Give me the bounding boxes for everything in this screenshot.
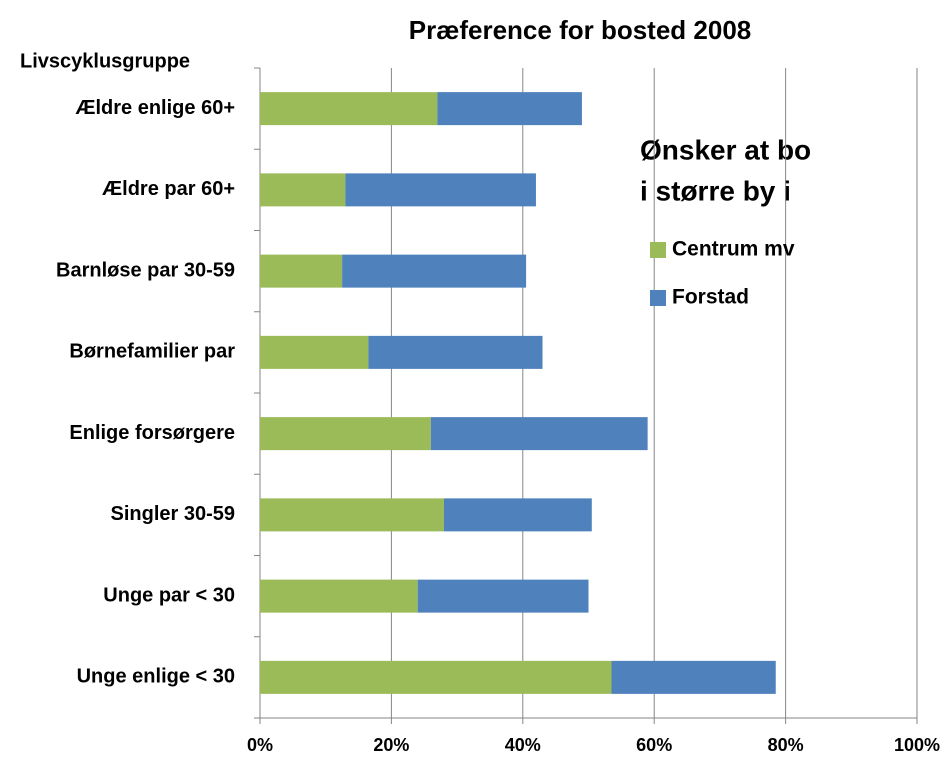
legend-title: Ønsker at bo (640, 134, 811, 165)
bar-segment (443, 498, 592, 532)
y-tick-label: Singler 30-59 (110, 503, 235, 525)
bar-segment (611, 660, 776, 694)
y-tick-label: Ældre par 60+ (102, 178, 235, 200)
bar-segment (345, 173, 536, 207)
y-tick-label: Ældre enlige 60+ (75, 97, 235, 119)
legend-label: Centrum mv (672, 238, 795, 261)
legend-swatch (650, 242, 666, 258)
bar-segment (342, 254, 527, 288)
legend-swatch (650, 290, 666, 306)
bar-segment (260, 254, 343, 288)
bar-segment (260, 660, 612, 694)
bar-segment (260, 335, 369, 369)
y-tick-label: Unge par < 30 (103, 584, 235, 606)
y-tick-label: Barnløse par 30-59 (56, 259, 235, 281)
x-tick-label: 40% (505, 735, 541, 755)
bar-segment (260, 173, 346, 207)
x-tick-label: 0% (247, 735, 273, 755)
bar-segment (260, 579, 418, 613)
bar-segment (260, 498, 444, 532)
chart-title: Præference for bosted 2008 (409, 15, 751, 45)
bar-segment (417, 579, 589, 613)
y-tick-label: Enlige forsørgere (69, 422, 235, 444)
y-tick-label: Unge enlige < 30 (77, 666, 235, 688)
bar-segment (430, 417, 648, 451)
x-tick-label: 20% (373, 735, 409, 755)
bar-segment (260, 417, 431, 451)
legend-label: Forstad (672, 286, 749, 309)
x-tick-label: 80% (768, 735, 804, 755)
bar-segment (260, 92, 438, 126)
x-tick-label: 60% (636, 735, 672, 755)
bar-segment (368, 335, 543, 369)
y-axis-label: Livscyklusgruppe (20, 50, 190, 72)
bar-segment (437, 92, 582, 126)
legend-title: i større by i (640, 175, 791, 206)
x-tick-label: 100% (894, 735, 940, 755)
y-tick-label: Børnefamilier par (69, 341, 235, 363)
